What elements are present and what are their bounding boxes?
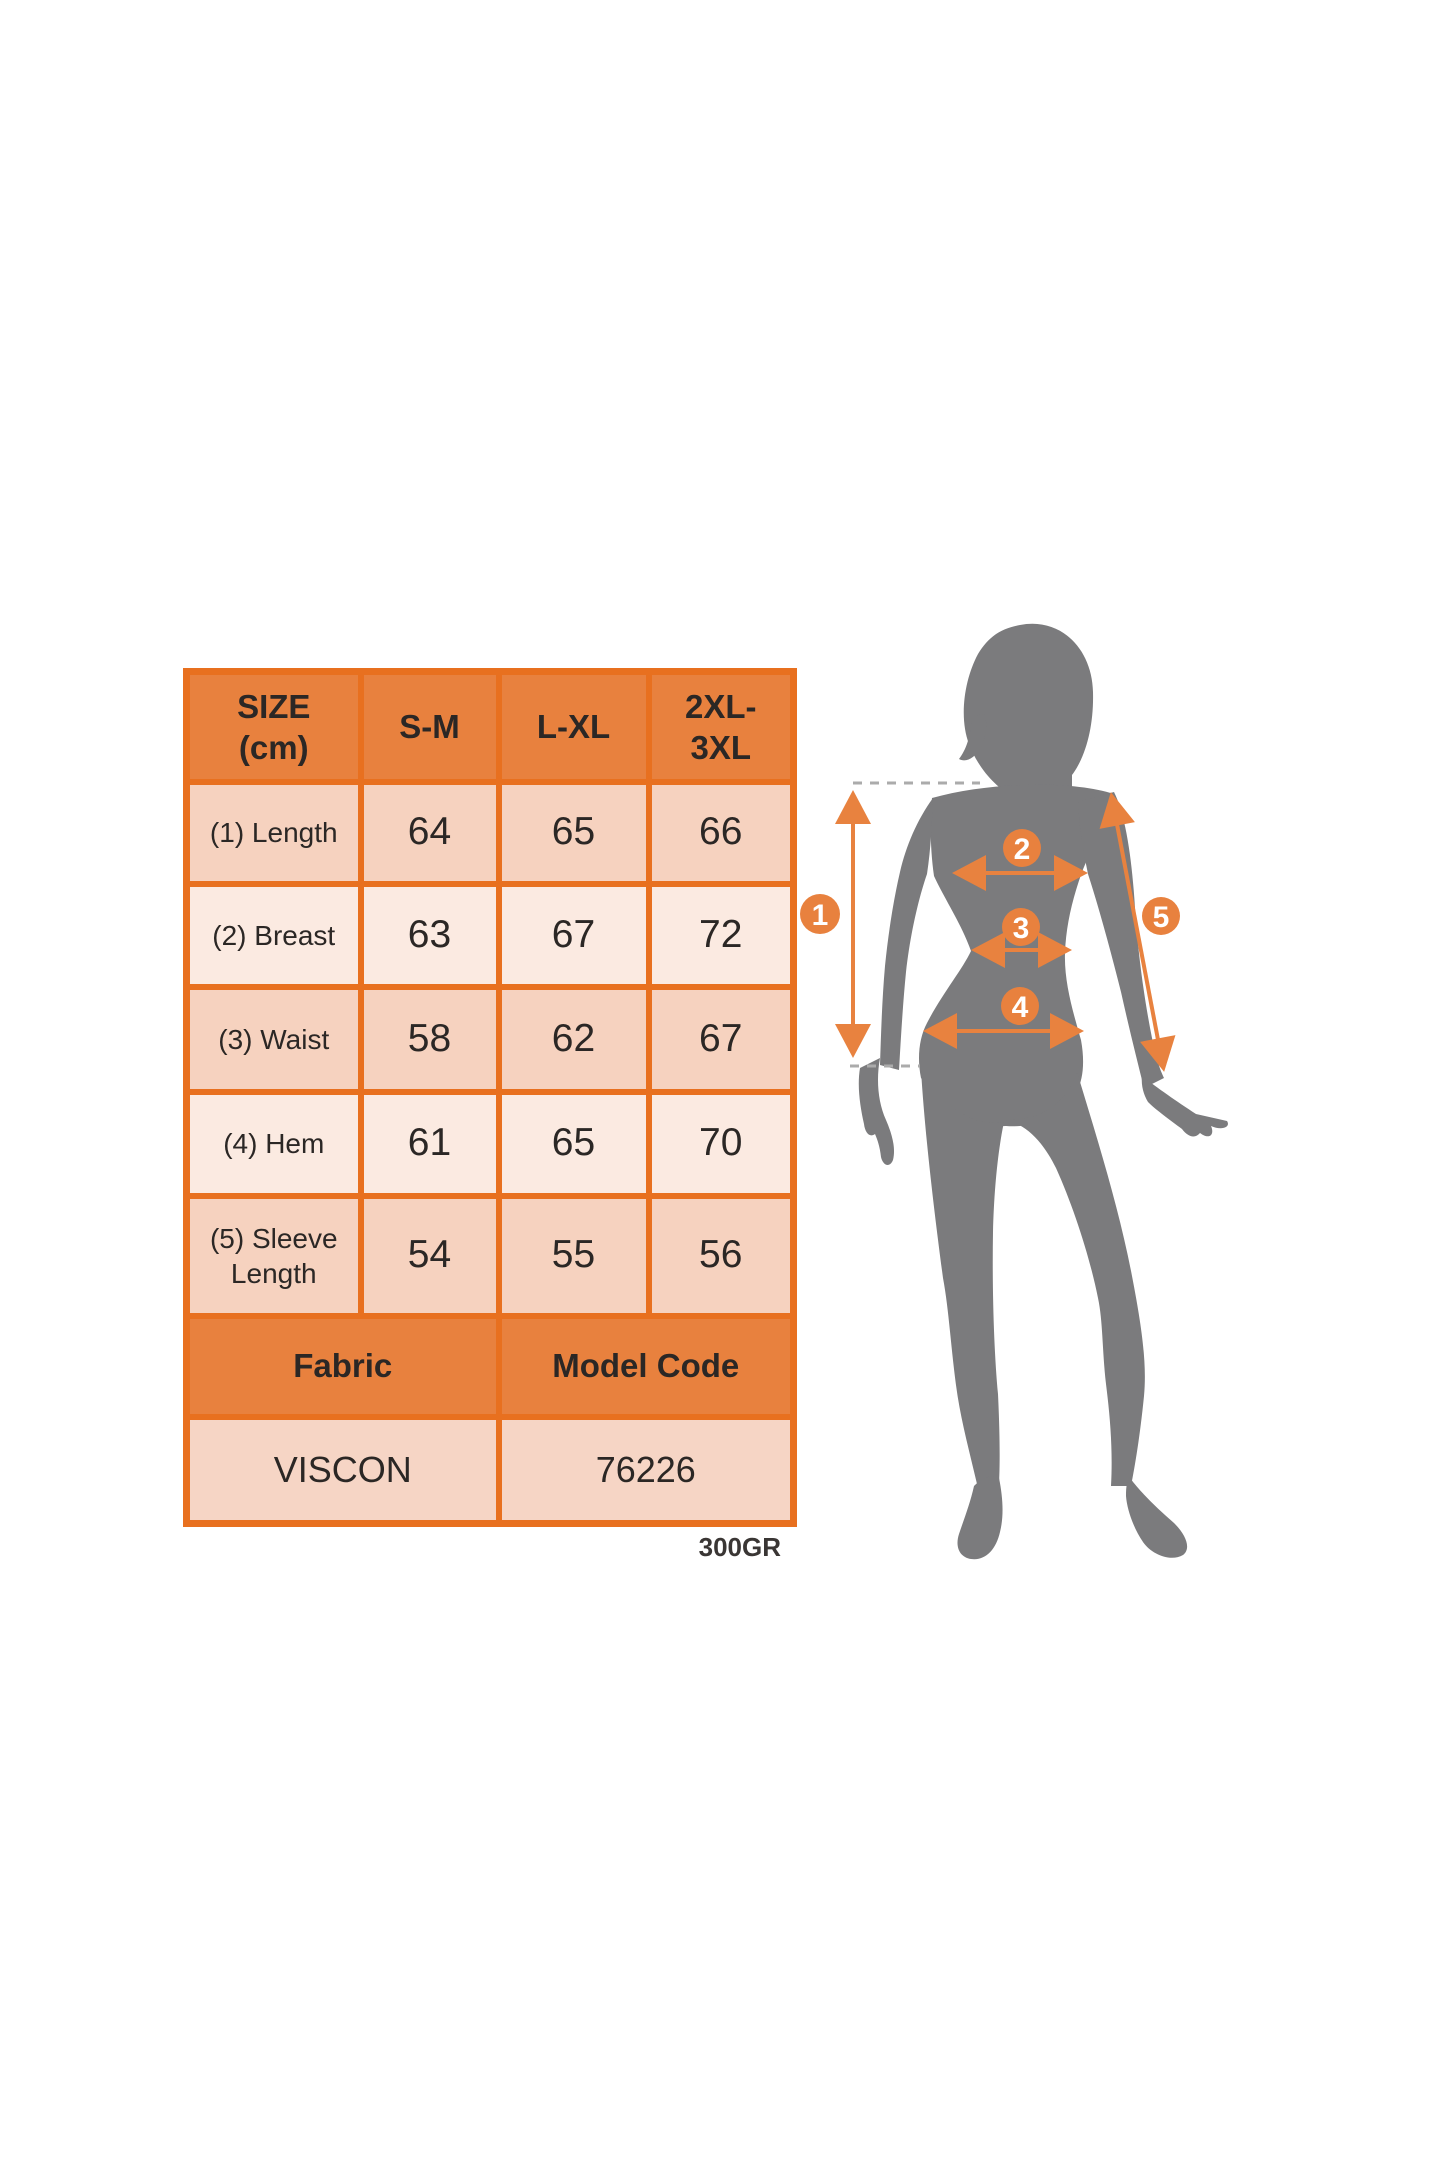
breast-2xl-3xl: 72 <box>645 880 797 990</box>
hem-l-xl: 65 <box>495 1088 652 1199</box>
fabric-header: Fabric <box>183 1312 502 1420</box>
length-l-xl: 65 <box>495 778 652 887</box>
row-sleeve-length: (5) Sleeve Length 54 55 56 <box>183 1192 797 1319</box>
row-label-hem: (4) Hem <box>183 1088 364 1199</box>
hem-s-m: 61 <box>357 1088 502 1199</box>
badge-number-2: 2 <box>1014 833 1031 866</box>
silhouette-head <box>963 623 1094 800</box>
measure-badge-5: 5 <box>1142 897 1180 935</box>
waist-s-m: 58 <box>357 983 502 1095</box>
header-2xl-3xl: 2XL- 3XL <box>645 668 797 785</box>
breast-l-xl: 67 <box>495 880 652 990</box>
measure-badge-3: 3 <box>1002 908 1040 946</box>
sleeve-s-m: 54 <box>357 1192 502 1319</box>
row-waist: (3) Waist 58 62 67 <box>183 983 797 1095</box>
silhouette-hair-strand <box>959 714 987 761</box>
length-s-m: 64 <box>357 778 502 887</box>
size-chart-table: SIZE (cm) S-M L-XL 2XL- 3XL (1) Length 6… <box>183 668 797 1527</box>
row-length: (1) Length 64 65 66 <box>183 778 797 887</box>
row-label-waist: (3) Waist <box>183 983 364 1095</box>
badge-number-3: 3 <box>1013 912 1030 945</box>
row-label-breast: (2) Breast <box>183 880 364 990</box>
silhouette-left-hand <box>858 1058 895 1166</box>
woman-silhouette <box>858 623 1228 1560</box>
badge-circle-2 <box>1003 829 1041 867</box>
badge-circle-1 <box>800 894 840 934</box>
breast-s-m: 63 <box>357 880 502 990</box>
row-label-length: (1) Length <box>183 778 364 887</box>
header-size-cm: SIZE (cm) <box>183 668 364 785</box>
silhouette-right-hand <box>1141 1076 1228 1137</box>
model-code-header: Model Code <box>495 1312 797 1420</box>
weight-note: 300GR <box>698 1532 781 1562</box>
header-row: SIZE (cm) S-M L-XL 2XL- 3XL <box>183 668 797 785</box>
measure-badge-4: 4 <box>1001 987 1039 1025</box>
length-2xl-3xl: 66 <box>645 778 797 887</box>
badge-number-1: 1 <box>812 899 829 932</box>
silhouette-left-leg <box>921 1070 1004 1484</box>
measure-badge-1: 1 <box>800 894 840 934</box>
badge-circle-3 <box>1002 908 1040 946</box>
footer-header-row: Fabric Model Code <box>183 1312 797 1420</box>
silhouette-left-arm <box>880 798 933 1070</box>
row-breast: (2) Breast 63 67 72 <box>183 880 797 990</box>
badge-number-5: 5 <box>1153 901 1170 934</box>
badge-circle-4 <box>1001 987 1039 1025</box>
hem-2xl-3xl: 70 <box>645 1088 797 1199</box>
silhouette-right-foot <box>1126 1478 1188 1558</box>
waist-l-xl: 62 <box>495 983 652 1095</box>
footer-value-row: VISCON 76226 <box>183 1413 797 1527</box>
sleeve-l-xl: 55 <box>495 1192 652 1319</box>
badge-circle-5 <box>1142 897 1180 935</box>
fabric-value: VISCON <box>183 1413 502 1527</box>
header-l-xl: L-XL <box>495 668 652 785</box>
sleeve-2xl-3xl: 56 <box>645 1192 797 1319</box>
measurement-figure: 1 2 3 4 5 <box>800 623 1228 1560</box>
silhouette-left-foot <box>957 1476 1003 1560</box>
row-label-sleeve-length: (5) Sleeve Length <box>183 1192 364 1319</box>
sleeve-arrow <box>1099 792 1176 1072</box>
row-hem: (4) Hem 61 65 70 <box>183 1088 797 1199</box>
model-code-value: 76226 <box>495 1413 797 1527</box>
badge-number-4: 4 <box>1012 991 1029 1024</box>
measure-badge-2: 2 <box>1003 829 1041 867</box>
silhouette-right-leg <box>1006 1072 1145 1486</box>
header-s-m: S-M <box>357 668 502 785</box>
waist-2xl-3xl: 67 <box>645 983 797 1095</box>
